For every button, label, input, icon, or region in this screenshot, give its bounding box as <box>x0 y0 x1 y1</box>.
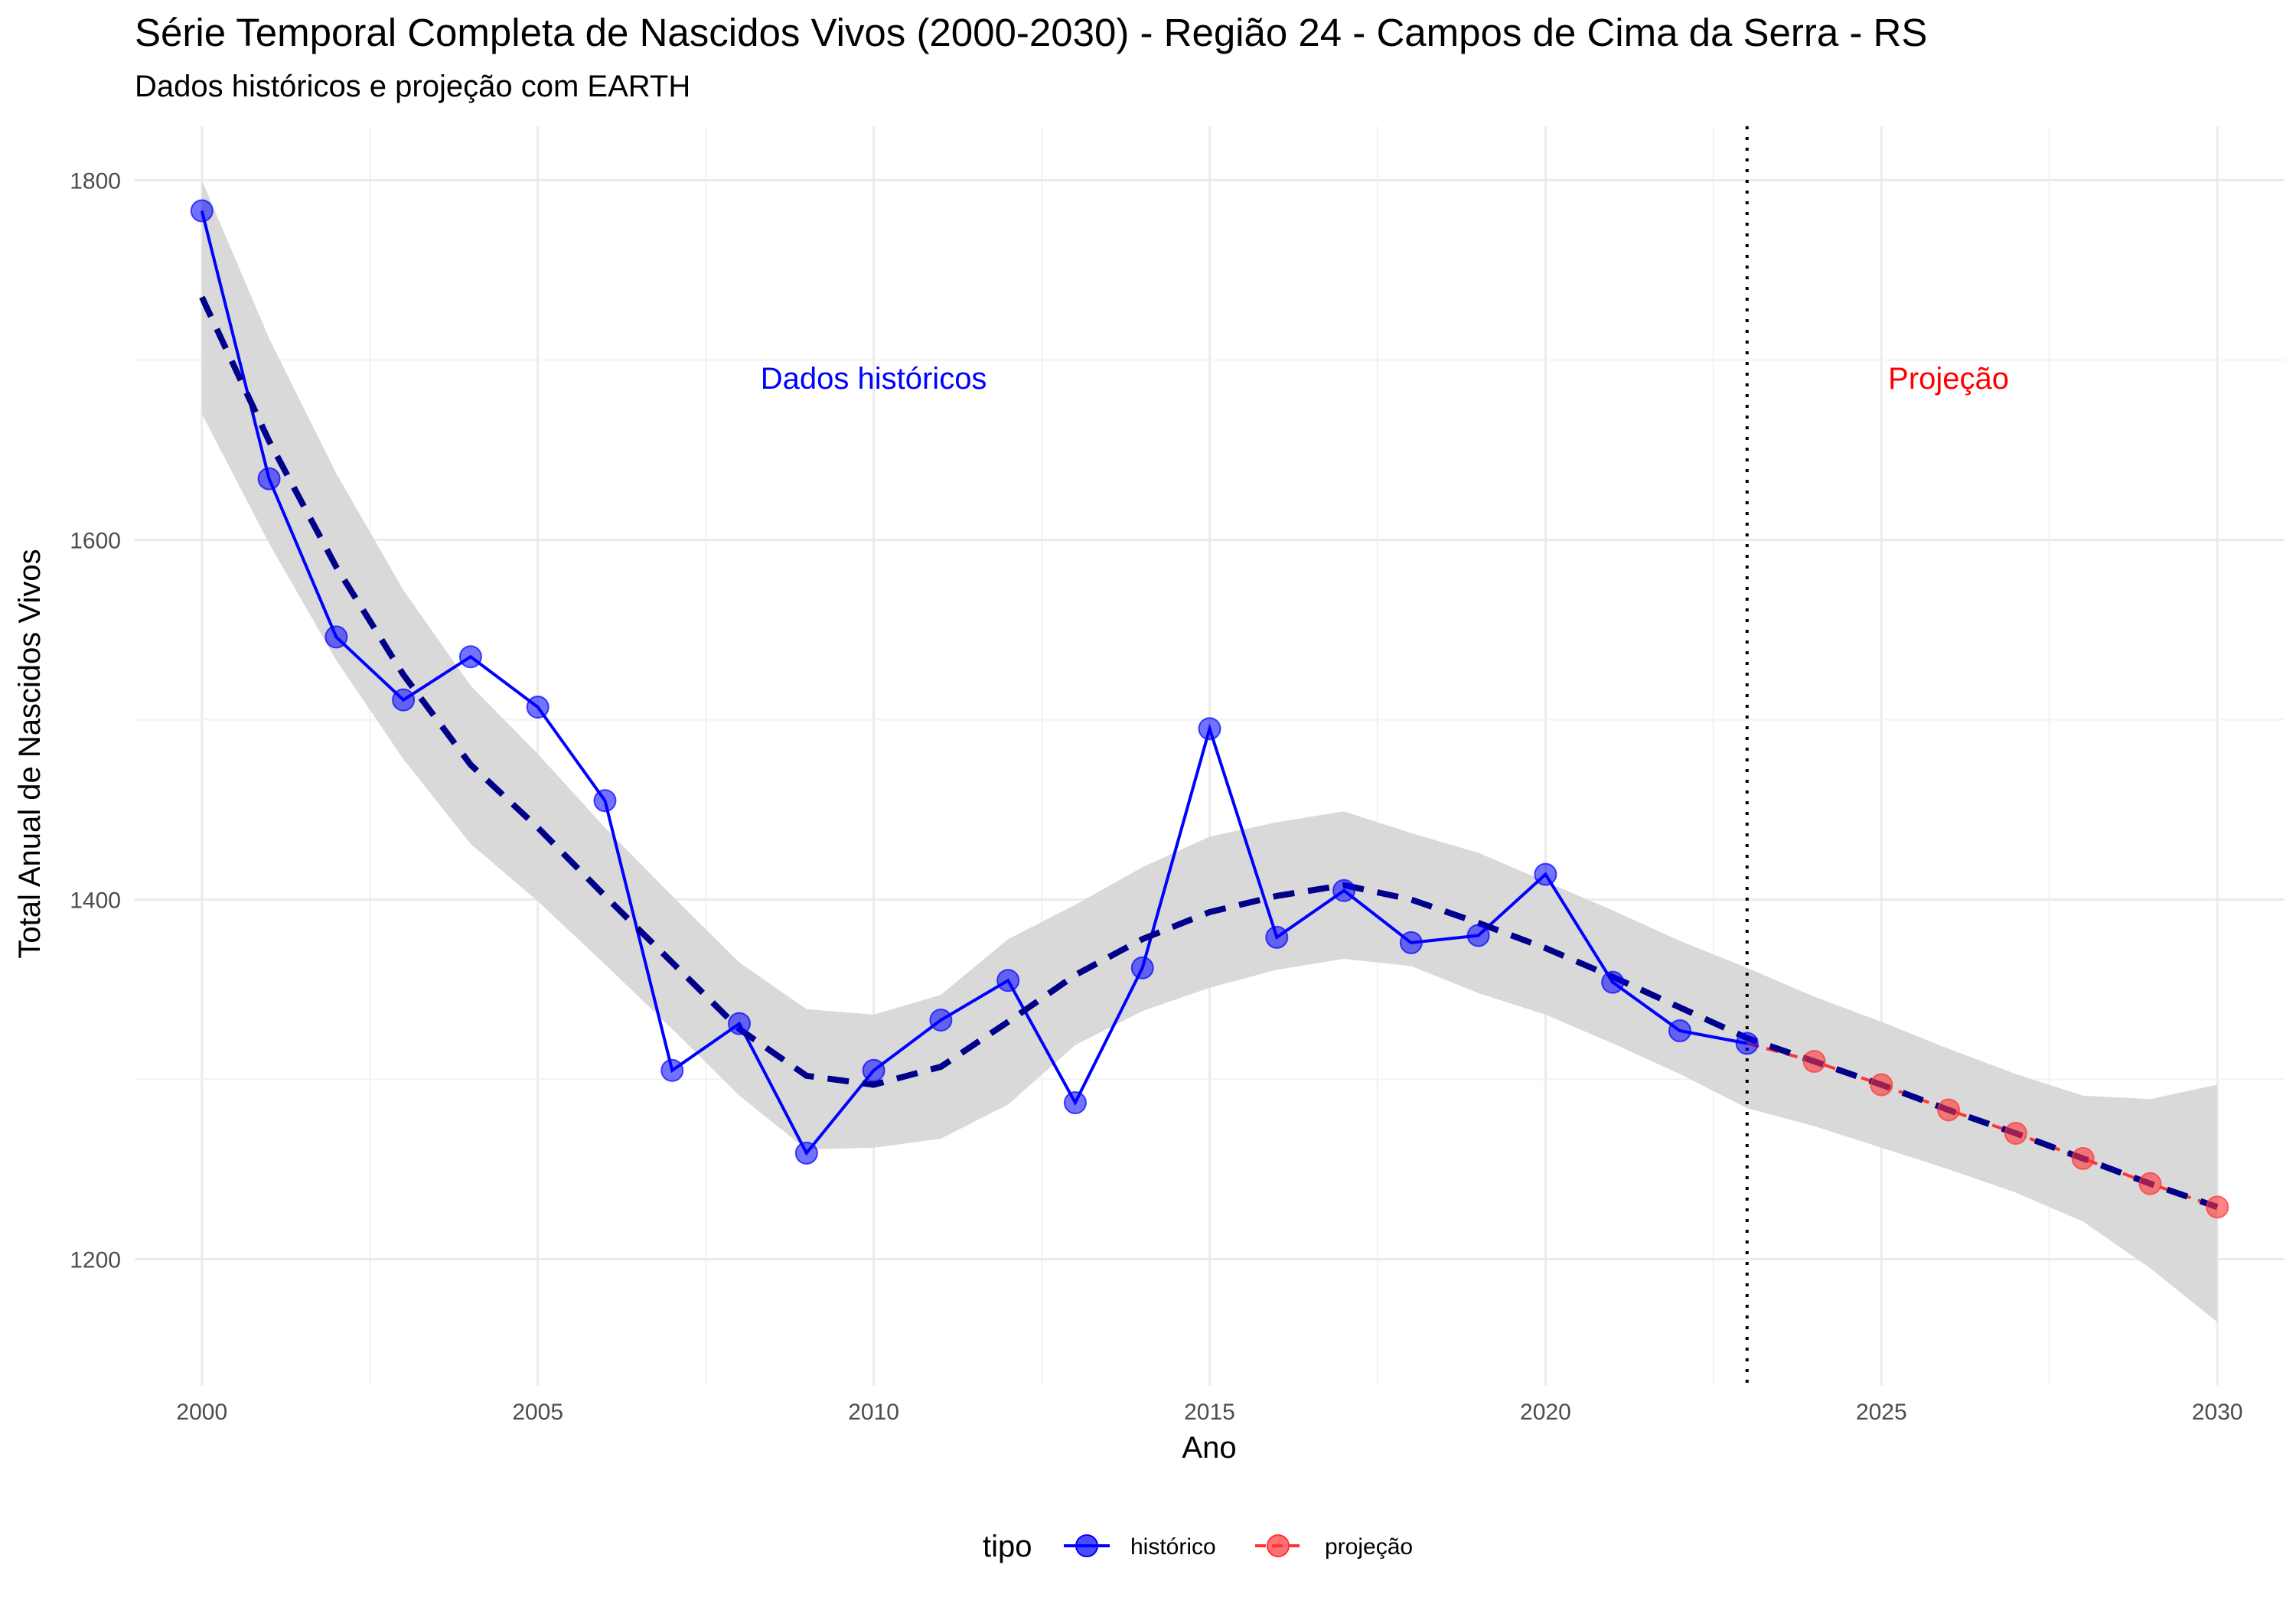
data-point-historico <box>593 789 617 813</box>
data-point-historico <box>190 199 214 223</box>
legend-key-historico-point <box>1075 1534 1098 1557</box>
legend-label-projecao: projeção <box>1325 1534 1413 1560</box>
data-point-historico <box>458 645 482 669</box>
data-point-historico <box>1534 862 1557 886</box>
data-point-historico <box>325 625 348 649</box>
x-tick-label: 2030 <box>2192 1400 2243 1425</box>
data-point-historico <box>1332 878 1356 902</box>
data-point-historico <box>392 688 416 712</box>
data-point-projecao <box>1802 1050 1826 1073</box>
data-point-historico <box>728 1012 752 1035</box>
data-point-projecao <box>1937 1098 1961 1122</box>
data-point-historico <box>257 467 281 491</box>
data-point-historico <box>1198 717 1221 741</box>
legend-item-projecao: projeção <box>1255 1534 1413 1560</box>
data-point-historico <box>1668 1019 1691 1043</box>
data-point-historico <box>1466 924 1490 947</box>
annotations: Dados históricos Projeção <box>761 362 2009 396</box>
x-tick-label: 2005 <box>512 1400 563 1425</box>
data-point-historico <box>794 1141 818 1165</box>
annotation-label: Dados históricos <box>761 362 987 396</box>
data-point-historico <box>1735 1032 1759 1055</box>
y-tick-label: 1200 <box>70 1248 121 1273</box>
y-axis-ticks: 1200 1400 1600 1800 <box>70 169 121 1273</box>
x-tick-label: 2020 <box>1520 1400 1571 1425</box>
data-point-historico <box>1265 925 1289 949</box>
data-point-historico <box>1130 956 1154 980</box>
legend: tipo histórico projeção <box>983 1530 1413 1563</box>
data-point-projecao <box>2138 1172 2162 1195</box>
data-point-projecao <box>2004 1122 2027 1145</box>
data-point-historico <box>1063 1091 1087 1115</box>
chart-subtitle: Dados históricos e projeção com EARTH <box>135 70 690 103</box>
data-point-historico <box>526 696 550 719</box>
x-tick-label: 2025 <box>1856 1400 1907 1425</box>
data-point-historico <box>1601 970 1625 994</box>
x-tick-label: 2015 <box>1184 1400 1235 1425</box>
data-point-historico <box>929 1008 953 1032</box>
x-axis-title: Ano <box>1182 1431 1236 1465</box>
data-point-historico <box>862 1058 885 1082</box>
y-tick-label: 1800 <box>70 169 121 194</box>
x-tick-label: 2000 <box>176 1400 227 1425</box>
x-axis-ticks: 2000 2005 2010 2015 2020 2025 2030 <box>176 1400 2242 1425</box>
chart-title: Série Temporal Completa de Nascidos Vivo… <box>135 11 1927 54</box>
x-tick-label: 2010 <box>848 1400 899 1425</box>
legend-label-historico: histórico <box>1130 1534 1216 1560</box>
legend-key-projecao-point <box>1267 1534 1290 1557</box>
annotation-label: Projeção <box>1888 362 2009 396</box>
y-axis-title: Total Anual de Nascidos Vivos <box>13 549 47 958</box>
y-tick-label: 1600 <box>70 529 121 554</box>
data-point-historico <box>1399 931 1423 954</box>
data-point-projecao <box>2206 1195 2229 1219</box>
data-point-historico <box>996 969 1020 993</box>
legend-title: tipo <box>983 1530 1032 1563</box>
legend-item-historico: histórico <box>1064 1534 1216 1560</box>
data-point-projecao <box>2071 1146 2095 1170</box>
data-points <box>190 199 2229 1219</box>
data-point-projecao <box>1870 1073 1893 1097</box>
data-point-historico <box>660 1058 684 1082</box>
y-tick-label: 1400 <box>70 888 121 914</box>
